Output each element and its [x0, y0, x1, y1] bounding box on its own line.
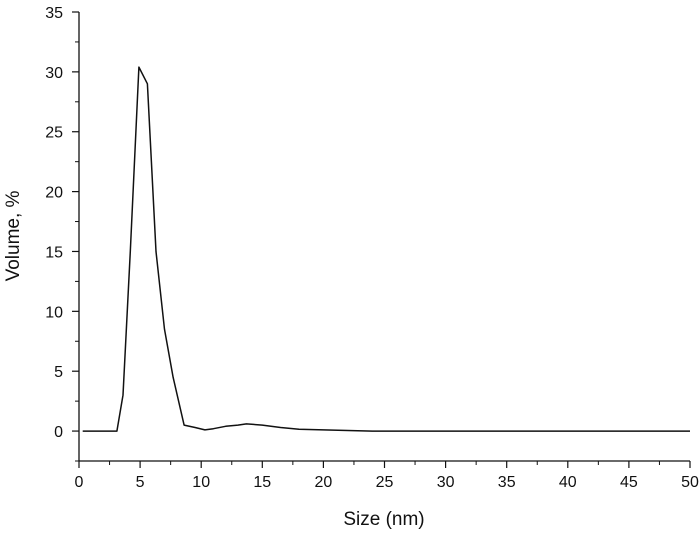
- y-tick-label: 0: [54, 424, 63, 441]
- y-tick-label: 20: [45, 185, 63, 202]
- x-tick-label: 35: [498, 474, 516, 491]
- x-axis-label: Size (nm): [343, 509, 424, 530]
- y-axis-label: Volume, %: [3, 190, 24, 281]
- y-tick-label: 35: [45, 5, 63, 22]
- x-tick-label: 25: [376, 474, 394, 491]
- x-tick-label: 20: [315, 474, 333, 491]
- axes: [78, 12, 690, 462]
- y-tick-label: 10: [45, 304, 63, 321]
- y-tick-label: 15: [45, 244, 63, 261]
- x-tick-label: 45: [620, 474, 638, 491]
- x-ticks: 0 5 10 15 20 25 30 35 40 45 50: [75, 461, 699, 491]
- x-tick-label: 30: [437, 474, 455, 491]
- x-tick-label: 50: [681, 474, 699, 491]
- series-layer: [82, 66, 690, 432]
- y-tick-label: 5: [54, 364, 63, 381]
- x-tick-label: 5: [136, 474, 145, 491]
- y-tick-label: 30: [45, 65, 63, 82]
- y-tick-label: 25: [45, 125, 63, 142]
- series-line: [82, 66, 690, 432]
- x-tick-label: 15: [253, 474, 271, 491]
- x-tick-label: 10: [192, 474, 210, 491]
- y-ticks: 0 5 10 15 20 25 30 35: [45, 5, 79, 462]
- x-tick-label: 0: [75, 474, 84, 491]
- x-tick-label: 40: [559, 474, 577, 491]
